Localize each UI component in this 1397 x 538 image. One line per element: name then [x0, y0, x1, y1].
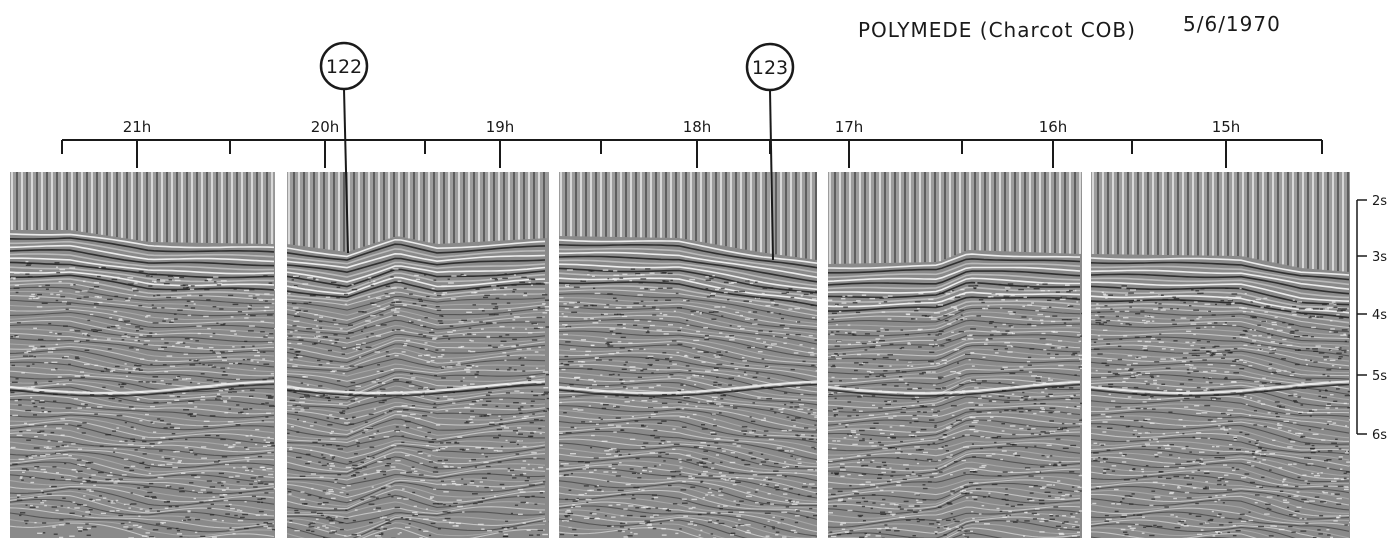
site-122-label: 122	[326, 56, 362, 78]
depth-axis-label: 6s	[1372, 428, 1387, 443]
seismic-panel-3	[559, 172, 817, 538]
cruise-title: POLYMEDE (Charcot COB)	[858, 18, 1136, 42]
depth-axis-label: 2s	[1372, 194, 1387, 209]
time-axis-label: 17h	[835, 118, 864, 136]
depth-axis-label: 3s	[1372, 250, 1387, 265]
time-axis-label: 16h	[1039, 118, 1068, 136]
seismic-texture	[10, 172, 275, 538]
time-axis-label: 19h	[486, 118, 515, 136]
time-axis-label: 18h	[683, 118, 712, 136]
time-axis-label: 15h	[1212, 118, 1241, 136]
time-axis-label: 20h	[311, 118, 340, 136]
depth-axis-label: 4s	[1372, 308, 1387, 323]
seismic-texture	[828, 172, 1082, 538]
seismic-panel-4	[828, 172, 1082, 538]
depth-axis-label: 5s	[1372, 369, 1387, 384]
time-axis-label: 21h	[123, 118, 152, 136]
seismic-texture	[559, 172, 817, 538]
cruise-date: 5/6/1970	[1183, 12, 1281, 36]
seismic-texture	[1091, 172, 1350, 538]
seismic-panel-1	[10, 172, 275, 538]
seismic-texture	[287, 172, 549, 538]
seismic-panel-2	[287, 172, 549, 538]
site-123-pointer	[769, 89, 774, 261]
site-marker-123: 123	[745, 42, 795, 261]
seismic-panel-5	[1091, 172, 1350, 538]
site-122-pointer	[343, 88, 349, 254]
site-123-label: 123	[752, 57, 788, 79]
site-marker-122: 122	[319, 41, 369, 254]
